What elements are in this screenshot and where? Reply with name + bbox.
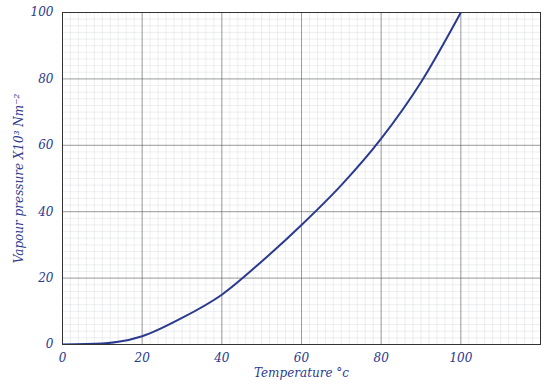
svg-text:60: 60: [294, 351, 310, 365]
svg-text:40: 40: [37, 205, 54, 219]
svg-text:20: 20: [134, 351, 151, 365]
svg-text:60: 60: [38, 138, 54, 152]
svg-text:0: 0: [59, 351, 67, 365]
svg-text:100: 100: [31, 5, 54, 19]
svg-text:80: 80: [374, 351, 390, 365]
svg-text:40: 40: [213, 351, 230, 365]
svg-text:100: 100: [449, 351, 472, 365]
svg-text:Vapour pressure X10³ Nm⁻²: Vapour pressure X10³ Nm⁻²: [12, 94, 26, 264]
svg-text:0: 0: [46, 337, 54, 351]
svg-text:Temperature °c: Temperature °c: [254, 366, 349, 380]
svg-text:80: 80: [38, 72, 54, 86]
svg-text:20: 20: [37, 271, 54, 285]
